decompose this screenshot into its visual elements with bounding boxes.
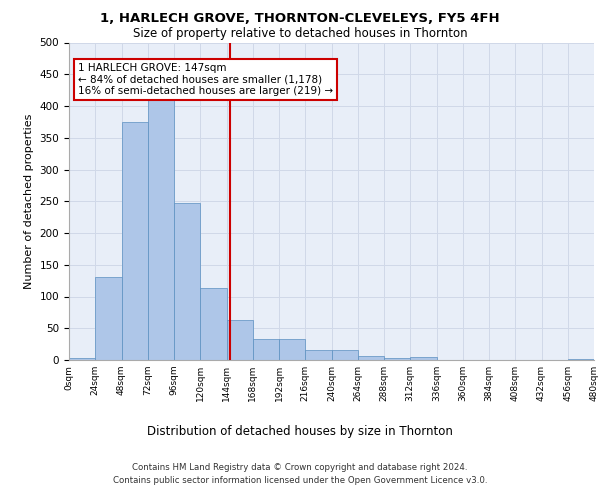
Bar — [331, 350, 358, 360]
Bar — [95, 278, 121, 360]
Bar — [358, 356, 384, 360]
Bar — [305, 350, 331, 360]
Bar — [227, 320, 253, 360]
Bar — [121, 122, 148, 360]
Bar — [200, 288, 227, 360]
Text: Size of property relative to detached houses in Thornton: Size of property relative to detached ho… — [133, 28, 467, 40]
Bar — [279, 339, 305, 360]
Bar — [148, 96, 174, 360]
Bar — [410, 357, 437, 360]
Bar — [253, 339, 279, 360]
Y-axis label: Number of detached properties: Number of detached properties — [24, 114, 34, 289]
Text: Distribution of detached houses by size in Thornton: Distribution of detached houses by size … — [147, 424, 453, 438]
Text: 1 HARLECH GROVE: 147sqm
← 84% of detached houses are smaller (1,178)
16% of semi: 1 HARLECH GROVE: 147sqm ← 84% of detache… — [78, 63, 333, 96]
Text: Contains public sector information licensed under the Open Government Licence v3: Contains public sector information licen… — [113, 476, 487, 485]
Text: 1, HARLECH GROVE, THORNTON-CLEVELEYS, FY5 4FH: 1, HARLECH GROVE, THORNTON-CLEVELEYS, FY… — [100, 12, 500, 26]
Bar — [69, 358, 95, 360]
Text: Contains HM Land Registry data © Crown copyright and database right 2024.: Contains HM Land Registry data © Crown c… — [132, 464, 468, 472]
Bar — [384, 358, 410, 360]
Bar — [174, 203, 200, 360]
